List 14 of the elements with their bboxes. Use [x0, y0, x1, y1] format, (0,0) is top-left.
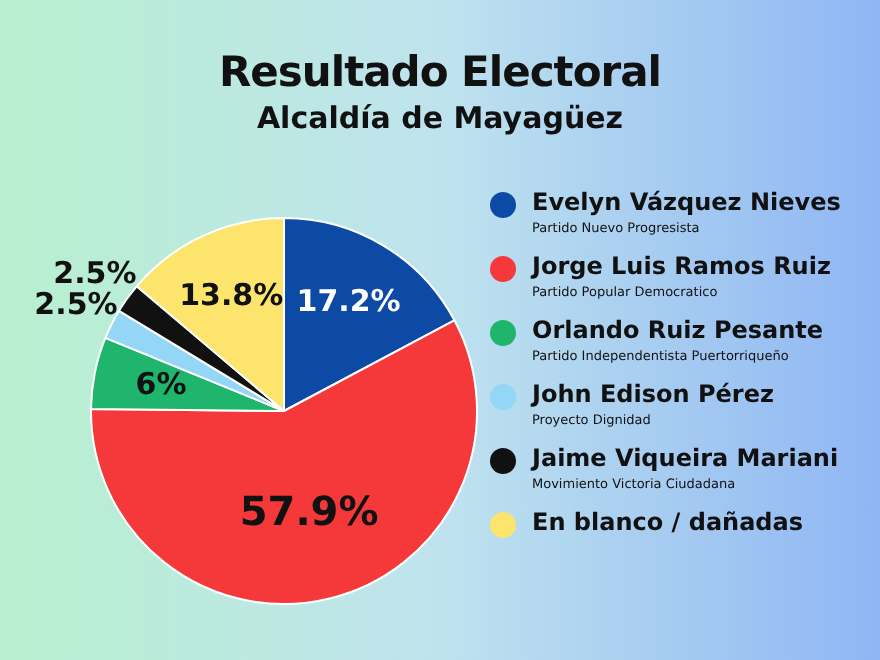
- data-label: 2.5%: [34, 285, 118, 322]
- chart-title: Resultado Electoral: [217, 48, 663, 96]
- data-label: 57.9%: [239, 486, 379, 535]
- legend-label: Evelyn Vázquez Nieves: [532, 188, 841, 216]
- data-label: 17.2%: [296, 283, 401, 320]
- legend-label: En blanco / dañadas: [532, 508, 804, 536]
- data-label: 6%: [135, 365, 187, 402]
- legend-label: Jaime Viqueira Mariani: [532, 444, 839, 472]
- chart-subtitle: Alcaldía de Mayagüez: [254, 100, 626, 136]
- legend-label: Orlando Ruiz Pesante: [532, 316, 824, 344]
- data-label: 2.5%: [53, 254, 137, 291]
- slice-label: Jorge Luis Ramos Ruiz: [532, 252, 831, 280]
- data-label: 13.8%: [179, 276, 284, 313]
- legend-label: John Edison Pérez: [532, 380, 774, 408]
